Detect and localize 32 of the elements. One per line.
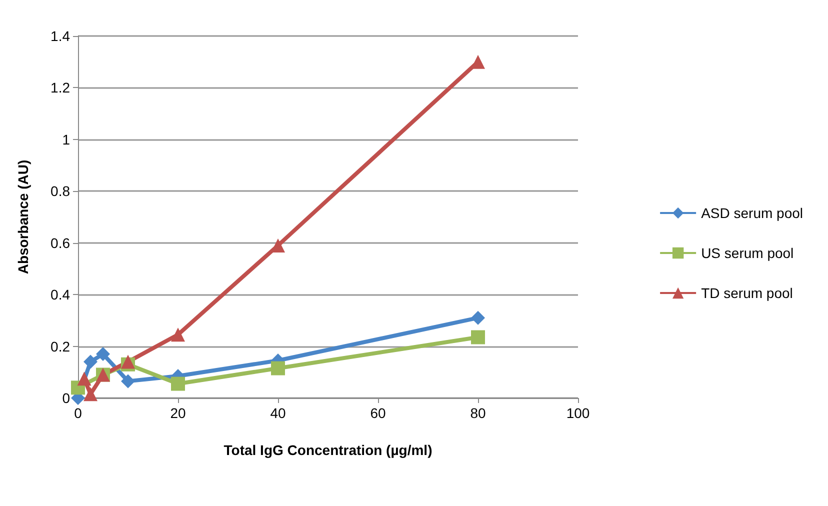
y-tick-label: 1 bbox=[62, 131, 70, 148]
point bbox=[171, 328, 185, 342]
y-tick-label: 0.2 bbox=[50, 338, 70, 354]
point bbox=[121, 354, 135, 369]
legend-label: US serum pool bbox=[701, 245, 794, 261]
x-axis-title: Total IgG Concentration (µg/ml) bbox=[224, 442, 432, 458]
x-tick-label: 100 bbox=[566, 405, 590, 421]
x-tick-label: 0 bbox=[74, 405, 82, 421]
x-tick-label: 20 bbox=[170, 405, 186, 421]
y-tick-label: 0.6 bbox=[50, 234, 70, 251]
point bbox=[84, 387, 98, 402]
x-tick-label: 60 bbox=[370, 405, 386, 421]
x-tick-label: 80 bbox=[470, 405, 486, 421]
point bbox=[171, 376, 185, 391]
point bbox=[471, 330, 485, 344]
y-axis-title: Absorbance (AU) bbox=[15, 160, 31, 274]
y-tick-label: 0 bbox=[62, 390, 70, 406]
point bbox=[271, 361, 285, 376]
legend-label: TD serum pool bbox=[701, 285, 793, 301]
point bbox=[96, 347, 110, 362]
x-tick-label: 40 bbox=[270, 405, 286, 421]
point bbox=[84, 354, 98, 369]
legend-label: ASD serum pool bbox=[701, 205, 804, 221]
y-tick-label: 0.8 bbox=[50, 183, 70, 200]
point bbox=[471, 310, 485, 325]
point bbox=[121, 374, 135, 388]
point bbox=[271, 238, 285, 252]
point bbox=[77, 372, 92, 386]
y-tick-label: 1.4 bbox=[50, 28, 70, 44]
y-tick-label: 0.4 bbox=[50, 286, 70, 303]
point bbox=[471, 54, 485, 69]
y-tick-label: 1.2 bbox=[50, 80, 70, 96]
